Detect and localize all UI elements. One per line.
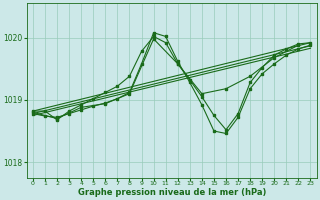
X-axis label: Graphe pression niveau de la mer (hPa): Graphe pression niveau de la mer (hPa) [77, 188, 266, 197]
